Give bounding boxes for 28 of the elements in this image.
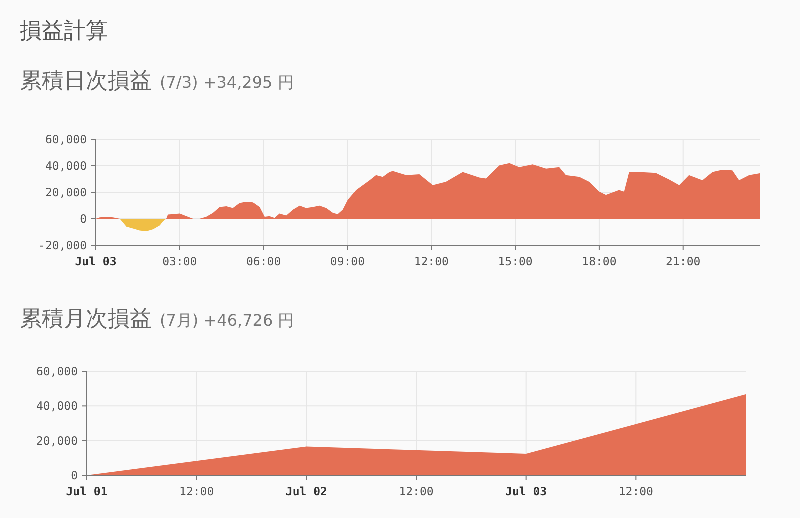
y-tick-label: 60,000 <box>45 132 88 146</box>
x-tick-label: Jul 01 <box>66 484 108 498</box>
text: 損益計算 <box>20 19 108 44</box>
x-tick-label: Jul 03 <box>506 484 548 498</box>
chart-title: 累積月次損益 <box>20 307 152 332</box>
y-tick-label: 40,000 <box>36 399 78 414</box>
y-tick-label: 20,000 <box>45 186 88 200</box>
x-tick-label: 09:00 <box>330 254 366 268</box>
y-tick-label: 0 <box>71 468 78 482</box>
chart-subtitle: (7/3) +34,295 円 <box>160 73 294 92</box>
chart-title: 累積日次損益 <box>20 69 152 94</box>
chart-subtitle: (7月) +46,726 円 <box>160 311 294 330</box>
y-tick-label: 0 <box>80 212 88 226</box>
x-tick-label: Jul 02 <box>286 484 328 498</box>
x-tick-label: 15:00 <box>498 254 533 268</box>
x-tick-label: 12:00 <box>414 254 450 268</box>
x-tick-label: 12:00 <box>399 484 434 498</box>
y-tick-label: 60,000 <box>36 364 78 378</box>
y-tick-label: 40,000 <box>45 159 88 173</box>
y-tick-label: -20,000 <box>38 238 88 252</box>
x-tick-label: 12:00 <box>180 484 214 498</box>
x-tick-label: 06:00 <box>246 254 282 268</box>
y-tick-label: 20,000 <box>36 434 78 448</box>
x-tick-label: Jul 03 <box>75 254 117 268</box>
x-tick-label: 03:00 <box>162 254 198 268</box>
x-tick-label: 21:00 <box>666 254 701 268</box>
x-tick-label: 18:00 <box>582 254 617 268</box>
x-tick-label: 12:00 <box>618 484 654 498</box>
